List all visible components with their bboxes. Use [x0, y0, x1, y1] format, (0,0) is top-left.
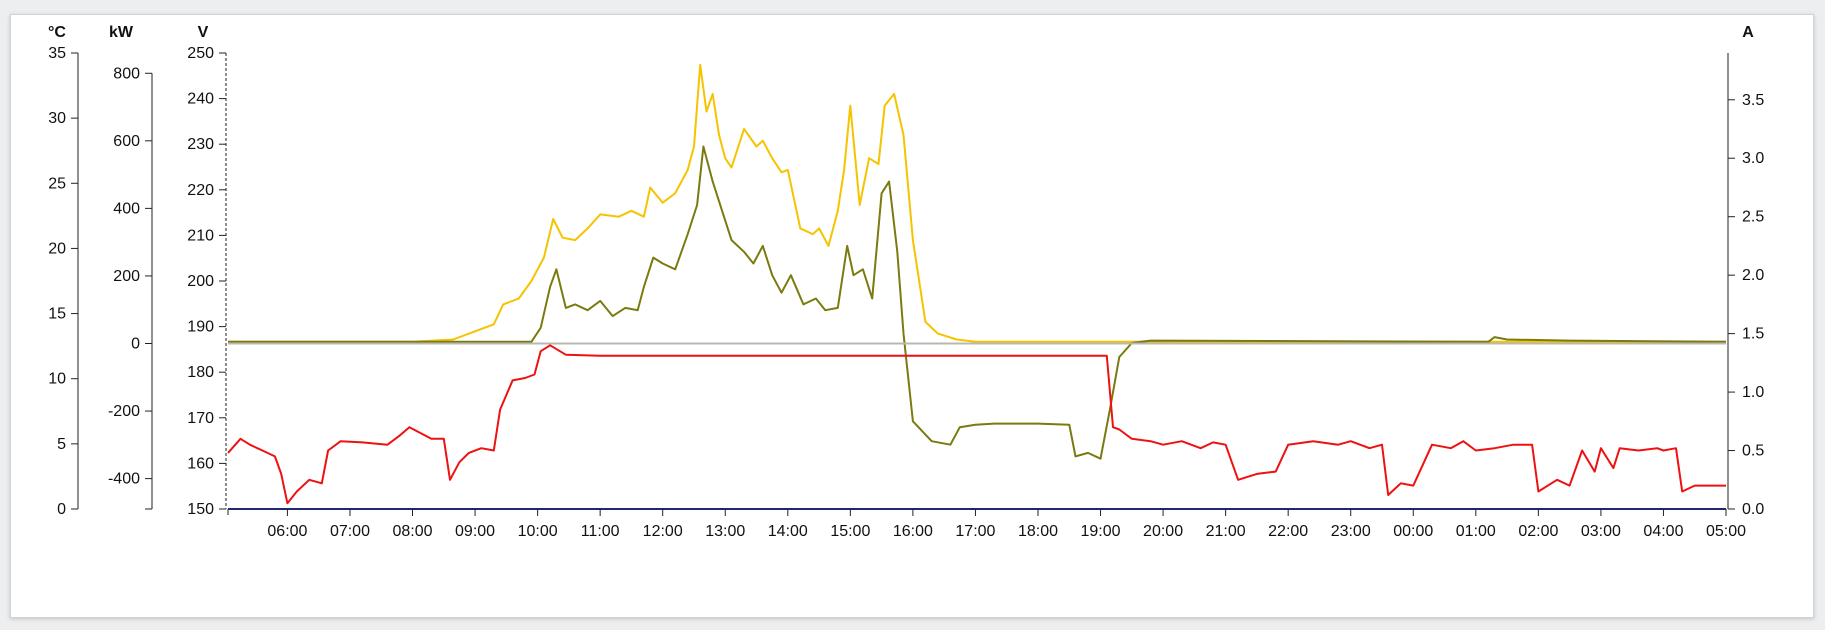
tick-label-current: 1.0: [1742, 384, 1764, 401]
tick-label-temp: 20: [48, 240, 66, 257]
tick-label-current: 0.5: [1742, 443, 1764, 460]
axis-unit-current: A: [1742, 24, 1754, 41]
tick-label-voltage: 240: [187, 91, 214, 108]
tick-label-voltage: 190: [187, 319, 214, 336]
x-tick-label: 11:00: [581, 523, 620, 540]
tick-label-power: -200: [108, 403, 140, 420]
x-tick-label: 12:00: [643, 523, 683, 540]
x-tick-label: 22:00: [1268, 523, 1308, 540]
x-tick-label: 10:00: [518, 523, 558, 540]
x-tick-label: 17:00: [955, 523, 995, 540]
axis-unit-power: kW: [109, 24, 134, 41]
x-tick-label: 23:00: [1331, 523, 1371, 540]
chart-card: [10, 14, 1814, 618]
tick-label-current: 2.5: [1742, 209, 1764, 226]
tick-label-temp: 35: [48, 45, 66, 62]
tick-label-current: 1.5: [1742, 326, 1764, 343]
x-tick-label: 06:00: [267, 523, 307, 540]
axis-unit-temp: °C: [48, 24, 66, 41]
tick-label-temp: 5: [57, 436, 66, 453]
tick-label-power: -400: [108, 471, 140, 488]
x-tick-label: 09:00: [455, 523, 495, 540]
x-tick-label: 02:00: [1518, 523, 1558, 540]
x-tick-label: 15:00: [830, 523, 870, 540]
tick-label-temp: 0: [57, 501, 66, 518]
tick-label-voltage: 160: [187, 455, 214, 472]
tick-label-temp: 30: [48, 110, 66, 127]
series-line-3: [227, 344, 1726, 505]
tick-label-current: 2.0: [1742, 267, 1764, 284]
tick-label-current: 3.5: [1742, 92, 1764, 109]
tick-label-voltage: 250: [187, 45, 214, 62]
x-tick-label: 13:00: [705, 523, 745, 540]
tick-label-voltage: 170: [187, 410, 214, 427]
x-tick-label: 01:00: [1456, 523, 1496, 540]
x-tick-label: 05:00: [1706, 523, 1746, 540]
tick-label-power: 0: [131, 335, 140, 352]
x-tick-label: 03:00: [1581, 523, 1621, 540]
tick-label-voltage: 180: [187, 364, 214, 381]
x-tick-label: 16:00: [893, 523, 933, 540]
x-tick-label: 04:00: [1643, 523, 1683, 540]
x-tick-label: 20:00: [1143, 523, 1183, 540]
tick-label-voltage: 230: [187, 136, 214, 153]
tick-label-voltage: 150: [187, 501, 214, 518]
tick-label-power: 400: [113, 200, 140, 217]
axis-unit-voltage: V: [198, 24, 209, 41]
tick-label-current: 3.0: [1742, 150, 1764, 167]
x-tick-label: 14:00: [768, 523, 808, 540]
series-line-1: [228, 63, 1726, 343]
x-tick-label: 18:00: [1018, 523, 1058, 540]
tick-label-voltage: 220: [187, 182, 214, 199]
tick-label-voltage: 200: [187, 273, 214, 290]
x-tick-label: 08:00: [392, 523, 432, 540]
series-line-2: [228, 145, 1727, 460]
tick-label-voltage: 210: [187, 227, 214, 244]
x-tick-label: 21:00: [1206, 523, 1246, 540]
tick-label-temp: 25: [48, 175, 66, 192]
tick-label-power: 600: [113, 133, 140, 150]
tick-label-power: 200: [113, 268, 140, 285]
tick-label-temp: 10: [48, 371, 66, 388]
tick-label-power: 800: [113, 65, 140, 82]
x-tick-label: 07:00: [330, 523, 370, 540]
x-tick-label: 19:00: [1081, 523, 1121, 540]
tick-label-temp: 15: [48, 306, 66, 323]
x-tick-label: 00:00: [1393, 523, 1433, 540]
tick-label-current: 0.0: [1742, 501, 1764, 518]
